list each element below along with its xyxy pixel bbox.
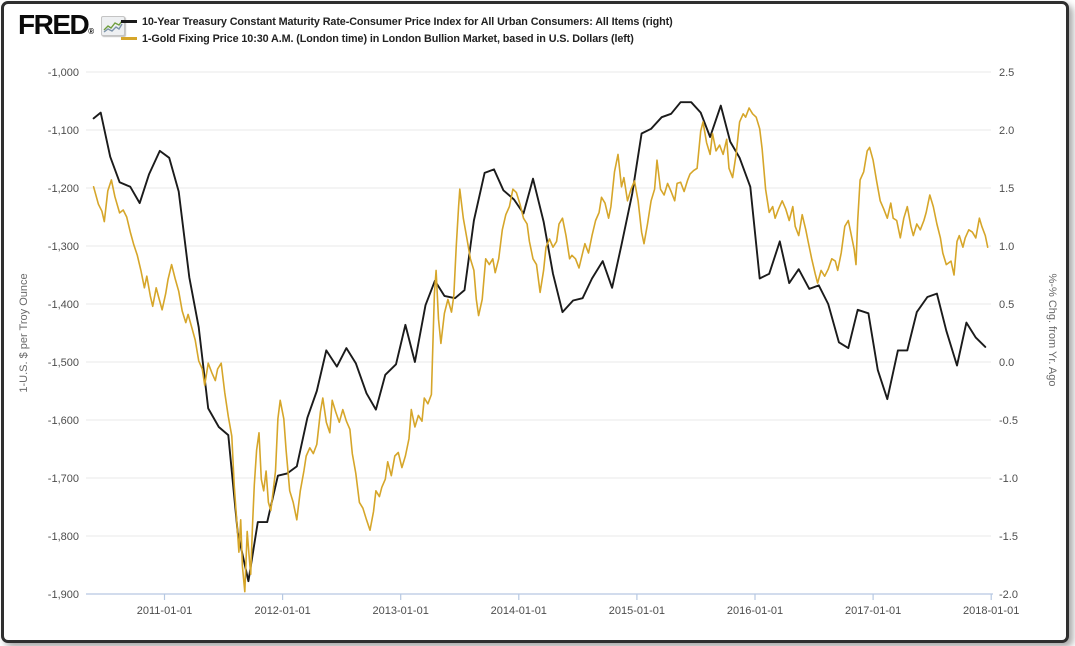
legend-item-treasury-cpi: 10-Year Treasury Constant Maturity Rate-… bbox=[121, 13, 673, 30]
fred-logo-text: FRED bbox=[18, 9, 90, 40]
right-axis-tick-label: 1.0 bbox=[999, 241, 1014, 253]
right-axis-tick-label: -0.5 bbox=[999, 415, 1018, 427]
legend-label: 10-Year Treasury Constant Maturity Rate-… bbox=[142, 15, 673, 28]
left-axis-tick-label: -1,800 bbox=[48, 531, 79, 543]
mini-line-chart-icon-graphic bbox=[103, 20, 123, 33]
x-axis-tick-label: 2011-01-01 bbox=[137, 605, 192, 617]
x-axis-tick-label: 2012-01-01 bbox=[254, 605, 310, 617]
left-axis-tick-label: -1,500 bbox=[48, 357, 79, 369]
left-axis-tick-label: -1,300 bbox=[48, 241, 79, 253]
left-axis-tick-label: -1,400 bbox=[48, 299, 79, 311]
x-axis-tick-label: 2016-01-01 bbox=[727, 605, 783, 617]
chart-header: FRED® 10-Year Treasury Constant Maturity… bbox=[4, 4, 1066, 60]
left-axis-tick-label: -1,900 bbox=[48, 589, 79, 601]
right-axis-tick-label: -2.0 bbox=[999, 589, 1018, 601]
right-axis-tick-label: -1.5 bbox=[999, 531, 1018, 543]
left-axis-tick-label: -1,600 bbox=[48, 415, 79, 427]
x-axis-tick-label: 2013-01-01 bbox=[373, 605, 429, 617]
left-axis-title: 1-U.S. $ per Troy Ounce bbox=[18, 273, 30, 392]
legend-label: 1-Gold Fixing Price 10:30 A.M. (London t… bbox=[142, 32, 634, 45]
right-axis-tick-label: 2.0 bbox=[999, 125, 1014, 137]
series-line-treasury-minus-cpi bbox=[92, 101, 987, 583]
x-axis-tick-label: 2018-01-01 bbox=[963, 605, 1019, 617]
left-axis-tick-label: -1,700 bbox=[48, 473, 79, 485]
fred-logo-registered-mark: ® bbox=[88, 27, 94, 36]
right-axis-tick-label: 2.5 bbox=[999, 67, 1014, 79]
left-axis-tick-label: -1,000 bbox=[48, 67, 79, 79]
legend-swatch-black-line bbox=[121, 20, 137, 23]
x-axis-tick-label: 2014-01-01 bbox=[491, 605, 547, 617]
series-line-inverted-gold-price bbox=[92, 107, 989, 593]
left-axis-tick-label: -1,200 bbox=[48, 183, 79, 195]
chart-legend: 10-Year Treasury Constant Maturity Rate-… bbox=[121, 13, 673, 47]
x-axis-tick-label: 2017-01-01 bbox=[845, 605, 901, 617]
x-axis-tick-label: 2015-01-01 bbox=[609, 605, 665, 617]
fred-logo: FRED® bbox=[18, 9, 94, 47]
legend-item-gold-price: 1-Gold Fixing Price 10:30 A.M. (London t… bbox=[121, 30, 673, 47]
right-axis-title: %-% Chg. from Yr. Ago bbox=[1046, 274, 1058, 387]
right-axis-tick-label: 0.5 bbox=[999, 299, 1014, 311]
legend-swatch-gold-line bbox=[121, 37, 137, 40]
right-axis-tick-label: -1.0 bbox=[999, 473, 1018, 485]
left-axis-tick-label: -1,100 bbox=[48, 125, 79, 137]
mini-line-chart-icon bbox=[101, 16, 125, 36]
right-axis-tick-label: 0.0 bbox=[999, 357, 1014, 369]
right-axis-tick-label: 1.5 bbox=[999, 183, 1014, 195]
